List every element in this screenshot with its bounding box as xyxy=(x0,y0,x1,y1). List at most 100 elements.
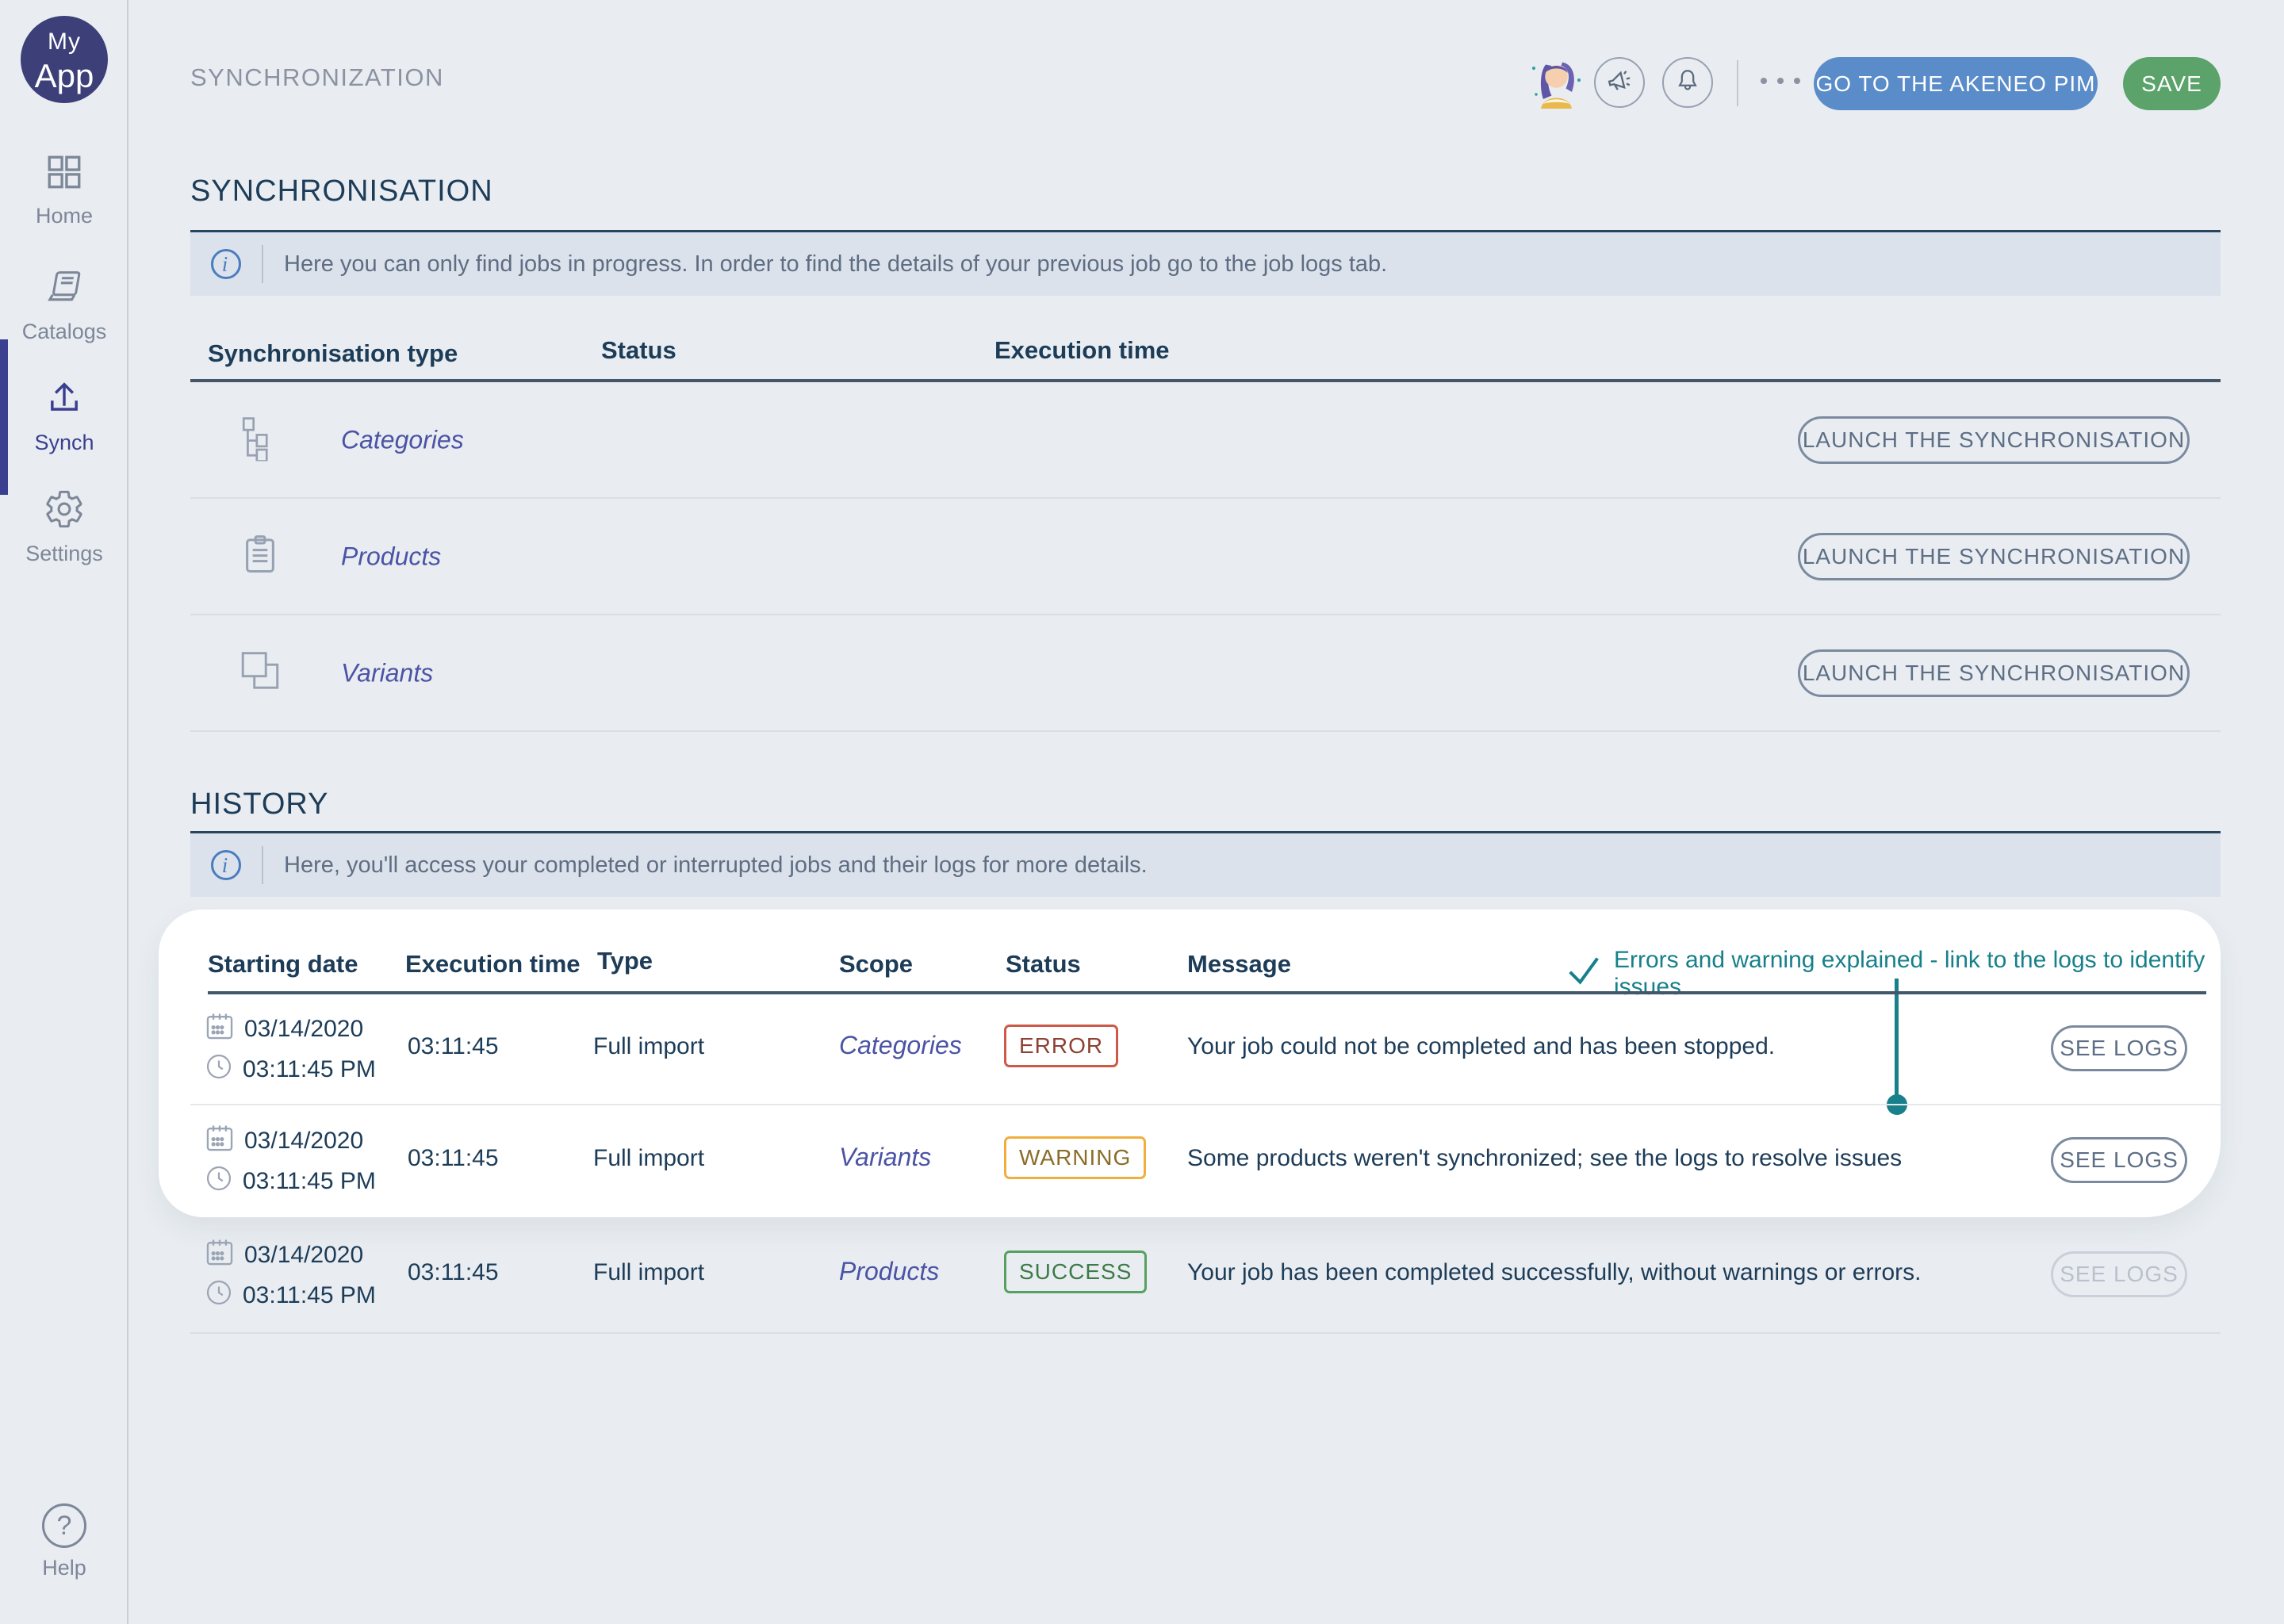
starting-date-cell: 03/14/2020 xyxy=(205,1123,363,1159)
info-icon: i xyxy=(211,249,241,279)
sidebar-item-synch[interactable]: Synch xyxy=(0,377,128,455)
starting-time-cell: 03:11:45 PM xyxy=(205,1052,376,1087)
user-avatar[interactable] xyxy=(1529,52,1586,113)
calendar-icon xyxy=(205,1237,235,1274)
sync-scope-link[interactable]: Categories xyxy=(341,425,464,454)
sync-info-banner: i Here you can only find jobs in progres… xyxy=(190,232,2221,296)
clock-icon xyxy=(205,1052,233,1087)
scope-link[interactable]: Products xyxy=(839,1257,940,1285)
sync-col-status: Status xyxy=(601,336,676,364)
type-cell: Full import xyxy=(593,1259,705,1285)
active-nav-indicator xyxy=(0,339,8,495)
scope-link[interactable]: Variants xyxy=(839,1143,932,1171)
sidebar-item-home[interactable]: Home xyxy=(0,152,128,228)
scope-link[interactable]: Categories xyxy=(839,1031,962,1059)
save-button[interactable]: SAVE xyxy=(2123,57,2221,110)
message-cell: Your job has been completed successfully… xyxy=(1187,1259,1922,1285)
history-section-title: HISTORY xyxy=(190,787,329,821)
app-logo: My App xyxy=(21,16,108,103)
info-glyph: i xyxy=(221,251,228,276)
page-title: SYNCHRONIZATION xyxy=(190,63,444,91)
sidebar-item-settings[interactable]: Settings xyxy=(0,488,128,566)
type-cell: Full import xyxy=(593,1145,705,1171)
sync-info-text: Here you can only find jobs in progress.… xyxy=(284,251,1388,277)
history-highlight-panel xyxy=(159,910,2221,1217)
announcements-button[interactable] xyxy=(1594,57,1645,108)
sync-scope-link[interactable]: Products xyxy=(341,542,442,570)
sidebar-item-catalogs[interactable]: Catalogs xyxy=(0,266,128,344)
history-col-execution-time: Execution time xyxy=(405,950,581,978)
calendar-icon xyxy=(205,1011,235,1048)
sidebar-item-label: Synch xyxy=(34,431,94,454)
starting-time-cell: 03:11:45 PM xyxy=(205,1164,376,1199)
see-logs-button[interactable]: SEE LOGS xyxy=(2051,1137,2187,1183)
categories-tree-icon xyxy=(238,415,284,465)
see-logs-button[interactable]: SEE LOGS xyxy=(2051,1025,2187,1071)
sync-col-execution-time: Execution time xyxy=(994,336,1170,364)
clock-icon xyxy=(205,1278,233,1313)
history-col-message: Message xyxy=(1187,950,1291,978)
gear-icon xyxy=(44,488,85,534)
clipboard-icon xyxy=(238,532,282,580)
starting-date-value: 03/14/2020 xyxy=(244,1128,364,1154)
main-content: SYNCHRONIZATION xyxy=(159,0,2221,1624)
megaphone-icon xyxy=(1604,66,1634,100)
header-divider xyxy=(1737,60,1738,106)
see-logs-button-disabled: SEE LOGS xyxy=(2051,1251,2187,1297)
sync-row-products: Products LAUNCH THE SYNCHRONISATION xyxy=(190,499,2221,615)
calendar-icon xyxy=(205,1123,235,1159)
sync-scope-link[interactable]: Variants xyxy=(341,658,434,687)
help-question-icon: ? xyxy=(42,1503,86,1548)
variants-squares-icon xyxy=(238,648,284,698)
starting-date-cell: 03/14/2020 xyxy=(205,1011,363,1048)
sidebar-item-help[interactable]: ? Help xyxy=(0,1503,128,1580)
message-cell: Your job could not be completed and has … xyxy=(1187,1033,1776,1059)
execution-time-cell: 03:11:45 xyxy=(408,1033,499,1059)
message-cell: Some products weren't synchronized; see … xyxy=(1187,1145,1903,1171)
starting-date-value: 03/14/2020 xyxy=(244,1016,364,1042)
history-col-type: Type xyxy=(597,947,653,975)
starting-time-cell: 03:11:45 PM xyxy=(205,1278,376,1313)
sync-section-rule xyxy=(190,230,2221,232)
home-grid-icon xyxy=(44,152,84,196)
history-section-rule xyxy=(190,831,2221,833)
sidebar-item-label: Catalogs xyxy=(21,320,107,343)
sidebar-item-label: Settings xyxy=(25,542,103,565)
app-logo-line2: App xyxy=(34,57,94,94)
sidebar-item-label: Home xyxy=(35,204,94,228)
launch-sync-button[interactable]: LAUNCH THE SYNCHRONISATION xyxy=(1798,416,2190,464)
info-icon: i xyxy=(211,850,241,880)
history-info-text: Here, you'll access your completed or in… xyxy=(284,852,1148,878)
sidebar: My App Home Catalogs xyxy=(0,0,128,1624)
catalog-book-icon xyxy=(44,266,85,312)
execution-time-cell: 03:11:45 xyxy=(408,1259,499,1285)
sync-row-variants: Variants LAUNCH THE SYNCHRONISATION xyxy=(190,615,2221,732)
sync-section-title: SYNCHRONISATION xyxy=(190,174,493,208)
type-cell: Full import xyxy=(593,1033,705,1059)
launch-sync-button[interactable]: LAUNCH THE SYNCHRONISATION xyxy=(1798,649,2190,697)
info-glyph: i xyxy=(221,852,228,877)
sync-table-rule xyxy=(190,379,2221,382)
history-table-rule xyxy=(208,991,2206,994)
starting-date-value: 03/14/2020 xyxy=(244,1242,364,1268)
more-options-icon[interactable] xyxy=(1761,78,1800,84)
history-col-scope: Scope xyxy=(839,950,914,978)
history-col-starting-date: Starting date xyxy=(208,950,358,978)
upload-sync-icon xyxy=(44,377,85,423)
launch-sync-button[interactable]: LAUNCH THE SYNCHRONISATION xyxy=(1798,532,2190,580)
annotation-text: Errors and warning explained - link to t… xyxy=(1614,947,2205,1000)
info-banner-divider xyxy=(262,245,263,283)
annotation-note: Errors and warning explained - link to t… xyxy=(1566,947,2221,1001)
go-to-akeneo-pim-button[interactable]: GO TO THE AKENEO PIM xyxy=(1814,57,2098,110)
app-logo-line1: My xyxy=(48,29,81,55)
starting-date-cell: 03/14/2020 xyxy=(205,1237,363,1274)
status-badge-warning: WARNING xyxy=(1004,1136,1147,1179)
sync-col-type: Synchronisation type xyxy=(208,339,458,367)
status-badge-success: SUCCESS xyxy=(1004,1251,1148,1293)
notifications-button[interactable] xyxy=(1662,57,1713,108)
history-row-divider xyxy=(190,1104,2221,1105)
clock-icon xyxy=(205,1164,233,1199)
status-badge-error: ERROR xyxy=(1004,1025,1119,1067)
sync-row-categories: Categories LAUNCH THE SYNCHRONISATION xyxy=(190,382,2221,499)
annotation-pointer-line xyxy=(1895,979,1899,1097)
